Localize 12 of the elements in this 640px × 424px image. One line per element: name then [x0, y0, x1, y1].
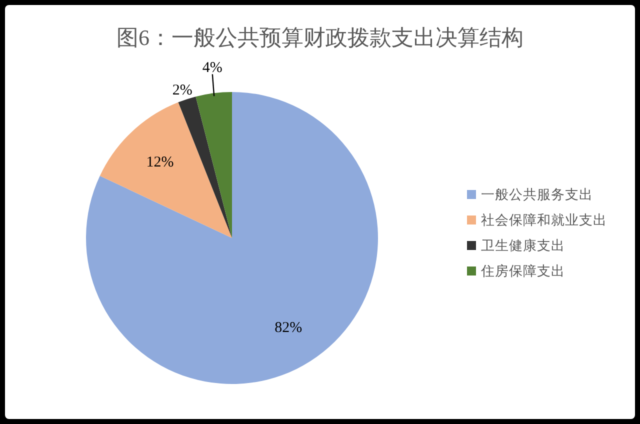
legend-label: 住房保障支出: [480, 264, 565, 278]
legend-label: 社会保障和就业支出: [481, 212, 607, 228]
pie-slice: [100, 102, 232, 238]
chart-title: 图6：一般公共预算财政拨款支出决算结构: [116, 25, 524, 50]
data-label: 12%: [146, 154, 174, 170]
legend-label: 卫生健康支出: [481, 238, 565, 253]
data-label: 4%: [202, 60, 222, 76]
pie-slice: [196, 92, 232, 238]
data-label: 2%: [172, 82, 192, 99]
data-label: 82%: [274, 320, 302, 336]
legend-label: 一般公共服务支出: [481, 187, 593, 202]
pie-slice: [178, 96, 232, 238]
